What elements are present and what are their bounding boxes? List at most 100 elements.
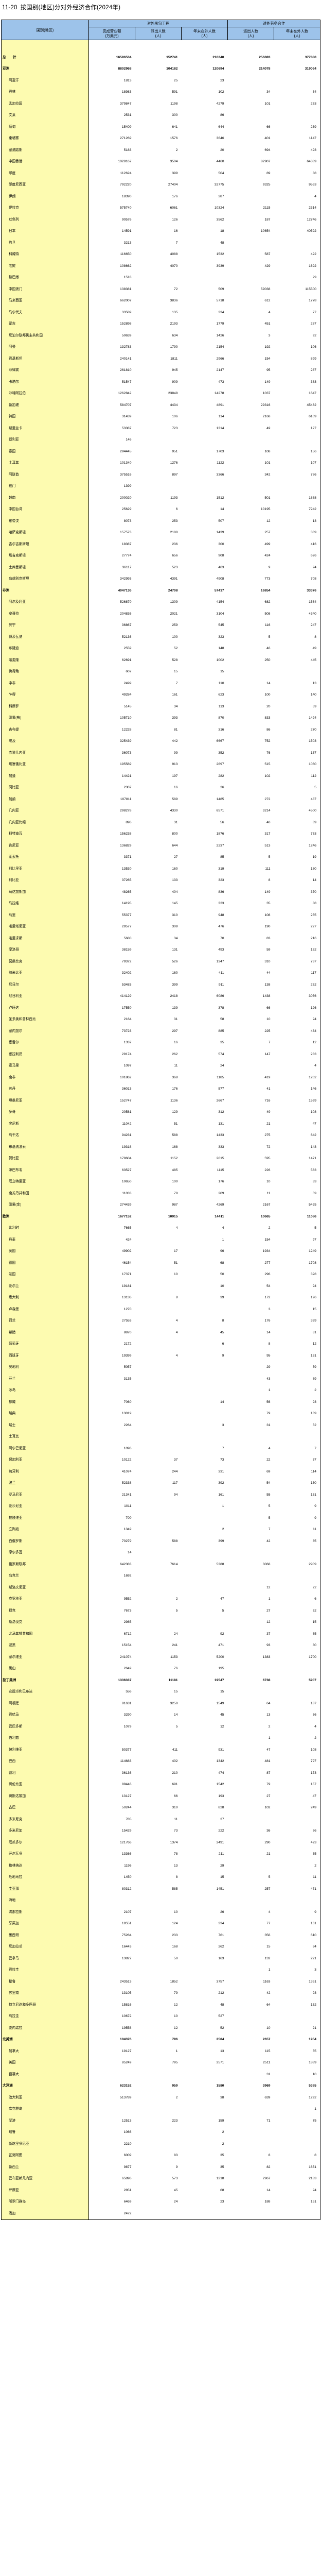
value-cell: 3250 — [135, 1698, 182, 1709]
value-cell: 9877 — [88, 2161, 135, 2173]
value-cell: 138381 — [88, 283, 135, 295]
value-cell: 13 — [227, 1709, 274, 1721]
value-cell — [274, 1686, 321, 1698]
value-cell: 36013 — [88, 1083, 135, 1095]
value-cell: 610 — [274, 1929, 321, 1941]
table-row: 北美洲 104376 796 2584 2657 1954 — [1, 2034, 321, 2046]
value-cell: 19181 — [88, 1280, 135, 1292]
value-cell: 14 — [274, 875, 321, 887]
value-cell: 473 — [181, 376, 228, 388]
value-cell: 634 — [135, 330, 182, 342]
value-cell: 4340 — [274, 608, 321, 620]
value-cell: 45 — [181, 1327, 228, 1338]
value-cell: 35 — [181, 1037, 228, 1049]
country-name-cell: 哥斯达黎加 — [1, 1790, 89, 1802]
value-cell: 49902 — [88, 1246, 135, 1258]
value-cell: 312 — [181, 1107, 228, 1118]
value-cell: 126 — [274, 1002, 321, 1014]
value-cell: 1270 — [88, 1303, 135, 1315]
value-cell: 14 — [181, 504, 228, 516]
value-cell: 4 — [274, 1721, 321, 1733]
value-cell: 52 — [181, 2022, 228, 2034]
country-name-cell: 新西兰 — [1, 2161, 89, 2173]
value-cell: 423 — [274, 1837, 321, 1849]
value-cell: 29 — [227, 1362, 274, 1374]
value-cell: 716 — [227, 1095, 274, 1107]
country-name-cell: 叙利亚 — [1, 434, 89, 446]
table-row: 柬埔寨 271269 1576 3646 401 1147 — [1, 133, 321, 145]
value-cell: 85 — [274, 1535, 321, 1547]
table-row: 瑞士 2264 3 31 52 — [1, 1419, 321, 1431]
value-cell: 4154 — [181, 597, 228, 608]
country-name-cell: 瑙鲁 — [1, 2127, 89, 2139]
value-cell: 35 — [181, 2150, 228, 2162]
value-cell: 4 — [227, 307, 274, 318]
value-cell: 2193 — [135, 318, 182, 330]
table-row: 斐济 12513 223 159 71 75 — [1, 2115, 321, 2127]
value-cell: 86 — [227, 724, 274, 736]
value-cell: 102 — [227, 1802, 274, 1814]
value-cell: 6712 — [88, 1628, 135, 1640]
value-cell: 5425 — [274, 1199, 321, 1211]
value-cell: 111 — [227, 863, 274, 875]
country-name-cell: 多米尼加 — [1, 1825, 89, 1837]
country-name-cell: 捷克 — [1, 1605, 89, 1617]
table-row: 卢森堡 1270 3 15 — [1, 1303, 321, 1315]
value-cell: 294445 — [88, 446, 135, 457]
value-cell: 15429 — [88, 1825, 135, 1837]
value-cell: 7 — [274, 1443, 321, 1454]
value-cell: 29 — [274, 272, 321, 284]
value-cell: 476 — [181, 921, 228, 933]
table-row: 新西兰 9877 9 35 82 1651 — [1, 2161, 321, 2173]
value-cell — [227, 110, 274, 122]
value-cell: 58 — [181, 1014, 228, 1026]
value-cell: 75 — [274, 2115, 321, 2127]
table-row: 欧洲 1677152 10915 14411 10665 11086 — [1, 1211, 321, 1223]
value-cell: 114 — [274, 1466, 321, 1478]
country-name-cell: 多哥 — [1, 1107, 89, 1118]
value-cell: 2154 — [181, 342, 228, 353]
table-row: 中国澳门 138381 72 509 59038 115500 — [1, 283, 321, 295]
country-name-cell: 澳大利亚 — [1, 2092, 89, 2104]
table-row: 马拉维 14195 145 323 35 88 — [1, 898, 321, 910]
table-row: 库克群岛 1 — [1, 2104, 321, 2115]
value-cell: 94 — [274, 1280, 321, 1292]
value-cell: 297 — [135, 1025, 182, 1037]
value-cell: 2649 — [88, 1663, 135, 1675]
value-cell: 3068 — [227, 1558, 274, 1570]
spacer-value-cell — [135, 40, 182, 52]
country-name-cell: 法国 — [1, 1269, 89, 1281]
value-cell: 52338 — [88, 1478, 135, 1489]
value-cell: 135 — [135, 307, 182, 318]
table-row: 俄罗斯联邦 642383 7614 5388 3068 2909 — [1, 1558, 321, 1570]
country-name-cell: 中国澳门 — [1, 283, 89, 295]
value-cell: 161 — [135, 689, 182, 701]
value-cell: 612 — [227, 295, 274, 307]
value-cell: 1651 — [274, 2161, 321, 2173]
value-cell: 1813 — [88, 75, 135, 87]
value-cell: 296 — [227, 1269, 274, 1281]
value-cell: 752 — [227, 736, 274, 748]
value-cell: 282 — [181, 770, 228, 782]
country-name-cell: 葡萄牙 — [1, 1338, 89, 1350]
table-row: 乌兹别克斯坦 342993 4391 4908 773 708 — [1, 573, 321, 585]
country-name-cell: 阿根廷 — [1, 1698, 89, 1709]
value-cell: 12 — [135, 2022, 182, 2034]
value-cell: 588 — [135, 1130, 182, 1142]
value-cell: 7673 — [88, 1605, 135, 1617]
value-cell: 2667 — [181, 1095, 228, 1107]
value-cell: 147 — [227, 1048, 274, 1060]
value-cell: 212 — [181, 1988, 228, 1999]
header-col-dispatched-ls-unit: (人) — [247, 33, 254, 38]
value-cell: 94231 — [88, 1130, 135, 1142]
country-name-cell: 百慕大 — [1, 2069, 89, 2080]
value-cell: 1542 — [181, 1779, 228, 1791]
value-cell: 8870 — [88, 1327, 135, 1338]
value-cell: 5200 — [181, 1651, 228, 1663]
country-name-cell: 土耳其 — [1, 1431, 89, 1443]
country-name-cell: 俄罗斯联邦 — [1, 1558, 89, 1570]
value-cell: 11033 — [88, 1188, 135, 1199]
value-cell: 1147 — [274, 133, 321, 145]
country-name-cell: 汤加 — [1, 2208, 89, 2220]
value-cell: 35 — [181, 2161, 228, 2173]
